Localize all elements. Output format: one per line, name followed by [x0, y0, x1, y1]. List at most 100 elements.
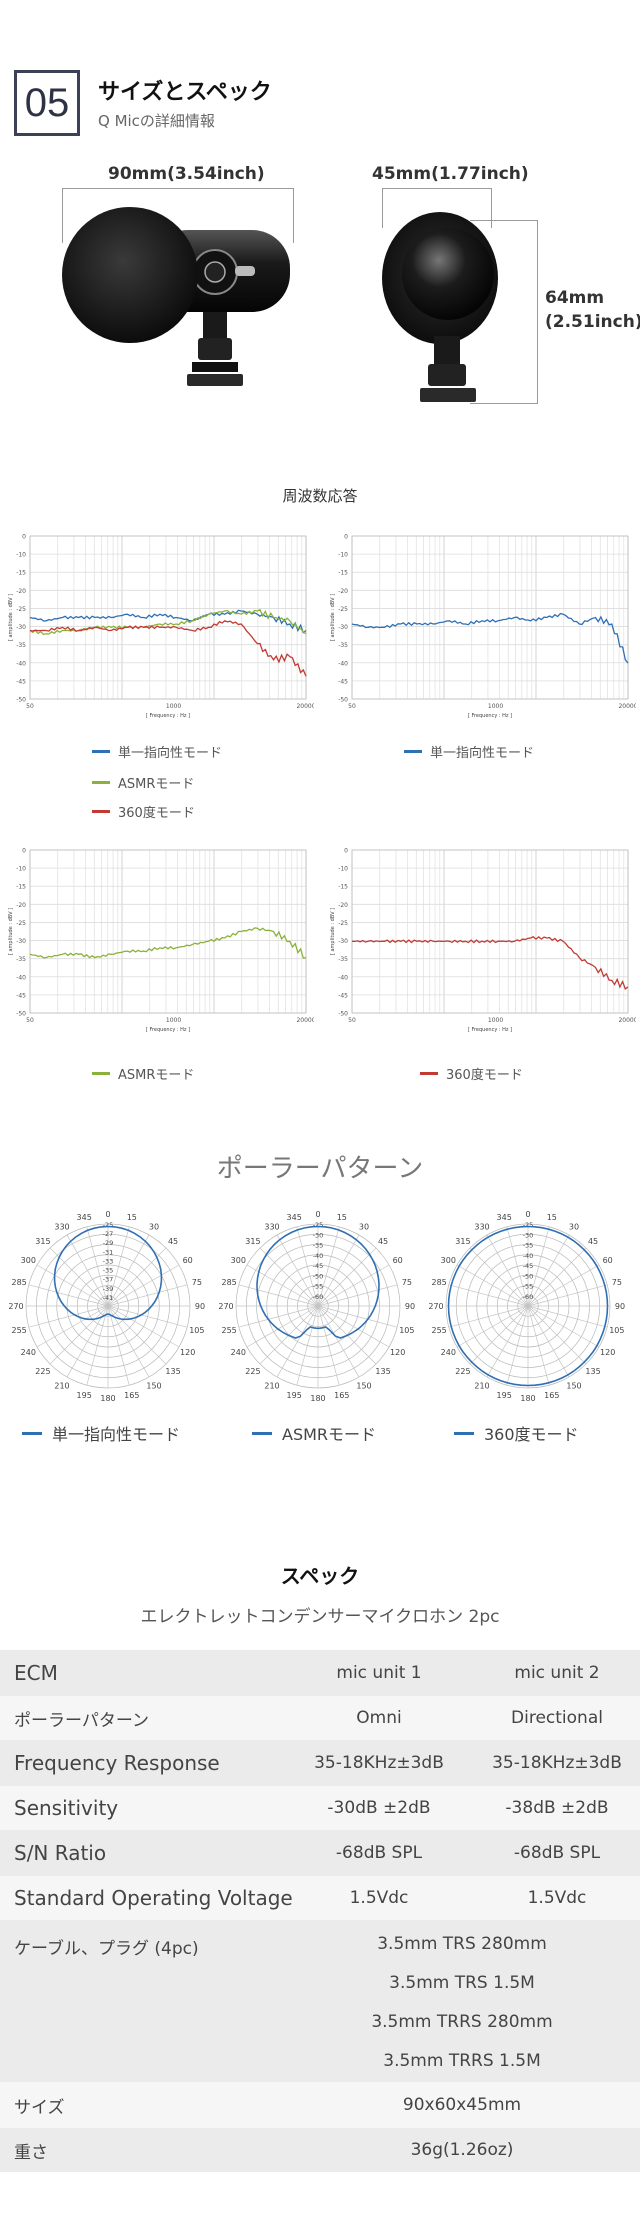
y-tick-label: -50	[16, 697, 26, 704]
polar-ring-label: -45	[313, 1262, 324, 1270]
spec-row-value-1: 35-18KHz±3dB	[314, 1753, 444, 1773]
spec-row-sensitivity: Sensitivity -30dB ±2dB -38dB ±2dB	[0, 1786, 640, 1830]
polar-angle-label: 120	[600, 1348, 615, 1357]
polar-angle-label: 90	[195, 1302, 205, 1311]
x-axis-label: [ Frequency : Hz ]	[146, 1027, 190, 1033]
polar-spoke	[506, 1305, 529, 1386]
polar-ring-label: -35	[103, 1267, 114, 1275]
legend-swatch-blue	[92, 750, 110, 753]
polar-angle-label: 15	[547, 1213, 557, 1222]
polar-angle-label: 300	[441, 1256, 456, 1265]
polar-angle-label: 0	[315, 1210, 320, 1219]
polar-angle-label: 165	[334, 1391, 349, 1400]
polar-angle-label: 300	[231, 1256, 246, 1265]
polar-ring-label: -55	[313, 1283, 324, 1291]
polar-angle-label: 315	[35, 1237, 50, 1246]
polar-angle-label: 345	[497, 1213, 512, 1222]
depth-dimension-line	[382, 188, 492, 189]
polar-angle-label: 210	[54, 1382, 69, 1391]
width-dimension-tick-right	[293, 188, 294, 243]
polar-spoke	[259, 1247, 319, 1307]
x-axis-label: [ Frequency : Hz ]	[146, 713, 190, 719]
width-dimension-label: 90mm(3.54inch)	[108, 164, 265, 184]
spec-row-value: 36g(1.26oz)	[410, 2140, 514, 2160]
spec-row-ecm: ECM mic unit 1 mic unit 2	[0, 1650, 640, 1696]
spec-row-label: ケーブル、プラグ (4pc)	[14, 1939, 199, 1959]
polar-angle-label: 255	[221, 1326, 236, 1335]
spec-row-value-1: mic unit 1	[336, 1663, 422, 1683]
spec-row-value-2: Directional	[511, 1708, 603, 1728]
y-tick-label: -30	[338, 624, 348, 631]
polar-chart-omni: 0 15 30 45 60 75 90 105 120 135 150 165 180 195 210 225…	[428, 1210, 625, 1403]
polar-ring-label: -45	[523, 1262, 534, 1270]
polar-angle-label: 105	[189, 1326, 204, 1335]
y-tick-label: -15	[16, 570, 26, 577]
y-tick-label: -30	[338, 938, 348, 945]
polar-angle-label: 60	[603, 1256, 613, 1265]
polar-spoke	[317, 1305, 360, 1378]
y-axis-label: [ amplitude : dBV ]	[8, 594, 14, 641]
series-line	[29, 608, 307, 636]
y-tick-label: -40	[338, 660, 348, 667]
polar-legend-label: 360度モード	[484, 1425, 579, 1444]
x-axis-label: [ Frequency : Hz ]	[468, 1027, 512, 1033]
polar-ring-label: -25	[103, 1221, 114, 1229]
plot-frame	[351, 535, 629, 700]
polar-spoke	[527, 1305, 550, 1386]
polar-spoke	[527, 1284, 608, 1307]
polar-spoke	[527, 1305, 600, 1348]
polar-legend-swatch	[454, 1431, 474, 1435]
polar-angle-label: 150	[566, 1382, 581, 1391]
polar-angle-label: 210	[264, 1382, 279, 1391]
polar-ring-label: -40	[523, 1252, 534, 1260]
polar-spoke	[296, 1226, 319, 1307]
polar-spoke	[107, 1226, 130, 1307]
legend-swatch-blue	[404, 750, 422, 753]
section-subtitle: Q Micの詳細情報	[98, 112, 215, 130]
spec-row-label: 重さ	[14, 2142, 48, 2163]
polar-spoke	[317, 1247, 377, 1307]
polar-ring-label: -25	[523, 1221, 534, 1229]
legend-omni-2: 360度モード	[420, 1064, 523, 1083]
polar-angle-label: 0	[525, 1210, 530, 1219]
y-tick-label: -45	[16, 992, 26, 999]
y-tick-label: -15	[338, 570, 348, 577]
polar-pattern-line	[53, 1225, 163, 1321]
mic-side-photo	[62, 207, 290, 386]
polar-spoke	[456, 1264, 529, 1307]
spec-row-weight: 重さ 36g(1.26oz)	[0, 2128, 640, 2172]
polar-spoke	[28, 1305, 109, 1328]
depth-dimension-label: 45mm(1.77inch)	[372, 164, 529, 184]
x-tick-label: 50	[348, 703, 356, 710]
polar-ring-label: -55	[523, 1283, 534, 1291]
spec-table: ECM mic unit 1 mic unit 2 ポーラーパターン Omni …	[0, 1650, 640, 2172]
polar-angle-label: 270	[428, 1302, 443, 1311]
polar-angle-label: 75	[192, 1278, 202, 1287]
legend-label: 単一指向性モード	[118, 746, 223, 761]
polar-angle-label: 300	[21, 1256, 36, 1265]
polar-spoke	[527, 1305, 570, 1378]
polar-ring-label: -35	[523, 1242, 534, 1250]
x-tick-label: 50	[26, 1017, 34, 1024]
polar-angle-label: 45	[378, 1237, 388, 1246]
polar-angle-label: 75	[612, 1278, 622, 1287]
width-dimension-tick-left	[62, 188, 63, 243]
polar-angle-label: 90	[615, 1302, 625, 1311]
polar-spoke	[317, 1284, 398, 1307]
polar-angle-label: 195	[77, 1391, 92, 1400]
y-tick-label: -25	[16, 920, 26, 927]
polar-angle-label: 150	[356, 1382, 371, 1391]
y-tick-label: -15	[338, 884, 348, 891]
polar-spoke	[296, 1305, 319, 1386]
polar-pattern-line	[447, 1225, 609, 1387]
spec-row-voltage: Standard Operating Voltage 1.5Vdc 1.5Vdc	[0, 1876, 640, 1920]
polar-angle-label: 225	[35, 1367, 50, 1376]
legend-swatch-green	[92, 1072, 110, 1075]
polar-ring-label: -50	[523, 1272, 534, 1280]
height-dimension-line	[537, 220, 538, 404]
legend-swatch-green	[92, 781, 110, 784]
y-tick-label: -20	[338, 588, 348, 595]
